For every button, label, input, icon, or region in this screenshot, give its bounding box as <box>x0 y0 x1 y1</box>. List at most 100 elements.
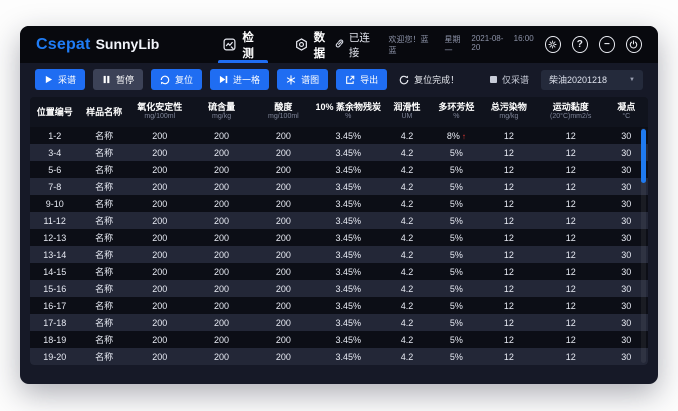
cell: 3.45% <box>314 318 382 328</box>
cell-value: 12 <box>565 130 576 141</box>
power-button[interactable] <box>625 36 642 53</box>
tab-data[interactable]: 数据 <box>295 26 334 63</box>
minimize-button[interactable]: − <box>598 36 615 53</box>
cell: 名称 <box>79 299 128 312</box>
cell: 200 <box>191 199 253 209</box>
cell-value: 200 <box>275 351 291 362</box>
logo-primary: Csepat <box>36 35 91 53</box>
cell-value: 3.45% <box>335 198 362 209</box>
table-row[interactable]: 17-18 名称 200 200 200 3.45% 4.2 5% 12 12 30 <box>30 314 648 331</box>
table-row[interactable]: 18-19 名称 200 200 200 3.45% 4.2 5% 12 12 30 <box>30 331 648 348</box>
cell: 4.2 <box>382 267 431 277</box>
dropdown-value: 柴油20201218 <box>549 75 608 85</box>
cell: 200 <box>191 318 253 328</box>
cell: 12 <box>537 250 605 260</box>
method-dropdown[interactable]: 柴油20201218 ▼ <box>541 69 643 90</box>
cell-value: 200 <box>214 351 230 362</box>
only-collect-checkbox[interactable]: 仅采谱 <box>489 73 529 86</box>
minimize-icon: − <box>603 38 610 50</box>
column-label: 10% 蒸余物残炭 <box>315 102 381 113</box>
cell: 12 <box>537 148 605 158</box>
column-label: 运动黏度 <box>552 102 589 113</box>
cell-value: 200 <box>275 266 291 277</box>
cell: 200 <box>252 148 314 158</box>
column-header: 硫含量 mg/kg <box>191 102 253 121</box>
cell-value: 3.45% <box>335 147 362 158</box>
table-row[interactable]: 13-14 名称 200 200 200 3.45% 4.2 5% 12 12 30 <box>30 246 648 263</box>
tab-detection[interactable]: 检测 <box>218 26 268 63</box>
table-row[interactable]: 14-15 名称 200 200 200 3.45% 4.2 5% 12 12 30 <box>30 263 648 280</box>
table-row[interactable]: 7-8 名称 200 200 200 3.45% 4.2 5% 12 12 30 <box>30 178 648 195</box>
cell: 12 <box>537 182 605 192</box>
table-scrollbar-thumb[interactable] <box>641 129 646 183</box>
cell: 3.45% <box>314 182 382 192</box>
table-scrollbar-track[interactable] <box>641 128 646 363</box>
column-label: 总污染物 <box>490 102 527 113</box>
cell-value: 30 <box>621 181 632 192</box>
table-row[interactable]: 16-17 名称 200 200 200 3.45% 4.2 5% 12 12 30 <box>30 297 648 314</box>
collect-spectrum-button[interactable]: 采谱 <box>35 69 86 90</box>
cell: 5% <box>432 335 481 345</box>
cell-value: 3.45% <box>335 249 362 260</box>
pause-button[interactable]: 暂停 <box>93 69 144 90</box>
cell: 4.2 <box>382 318 431 328</box>
cell-value: 3.45% <box>335 181 362 192</box>
cell-value: 12 <box>503 198 514 209</box>
cell-position: 15-16 <box>43 283 67 294</box>
cell-value: 12 <box>503 164 514 175</box>
button-label: 暂停 <box>116 75 135 85</box>
data-icon <box>295 38 308 51</box>
cell: 200 <box>191 267 253 277</box>
cell: 12 <box>537 199 605 209</box>
table-row[interactable]: 5-6 名称 200 200 200 3.45% 4.2 5% 12 12 30 <box>30 161 648 178</box>
table-row[interactable]: 19-20 名称 200 200 200 3.45% 4.2 5% 12 12 30 <box>30 348 648 365</box>
cell: 名称 <box>79 197 128 210</box>
cell: 3.45% <box>314 301 382 311</box>
cell-value: 200 <box>214 232 230 243</box>
cell-value: 12 <box>503 300 514 311</box>
table-row[interactable]: 3-4 名称 200 200 200 3.45% 4.2 5% 12 12 30 <box>30 144 648 161</box>
cell-position: 5-6 <box>48 164 62 175</box>
column-header: 总污染物 mg/kg <box>481 102 537 121</box>
table-row[interactable]: 12-13 名称 200 200 200 3.45% 4.2 5% 12 12 30 <box>30 229 648 246</box>
cell-value: 3.45% <box>335 232 362 243</box>
cell-value: 200 <box>152 130 168 141</box>
button-label: 谱图 <box>301 75 320 85</box>
cell: 30 <box>605 318 648 328</box>
time: 16:00 <box>513 33 534 43</box>
titlebar: Csepat SunnyLib 检测 数据 <box>20 26 658 63</box>
cell-value: 12 <box>503 317 514 328</box>
cell-value: 200 <box>275 300 291 311</box>
reset-button[interactable]: 复位 <box>151 69 203 90</box>
step-forward-button[interactable]: 进一格 <box>210 69 270 90</box>
table-row[interactable]: 1-2 名称 200 200 200 3.45% 4.2 8% ↑ 12 12 30 <box>30 127 648 144</box>
cell-value: 30 <box>621 198 632 209</box>
table-row[interactable]: 11-12 名称 200 200 200 3.45% 4.2 5% 12 12 30 <box>30 212 648 229</box>
table-row[interactable]: 15-16 名称 200 200 200 3.45% 4.2 5% 12 12 30 <box>30 280 648 297</box>
cell: 5% <box>432 352 481 362</box>
column-label: 润滑性 <box>393 102 421 113</box>
cell: 8% ↑ <box>432 131 481 141</box>
column-unit: % <box>345 113 352 121</box>
greeting-text: 欢迎您！蓝蓝 <box>388 34 429 55</box>
cell: 200 <box>252 335 314 345</box>
cell-position: 3-4 <box>48 147 62 158</box>
help-button[interactable]: ? <box>571 36 588 53</box>
cell: 3.45% <box>314 233 382 243</box>
cell-value: 200 <box>275 164 291 175</box>
app-logo: Csepat SunnyLib <box>36 36 159 54</box>
export-button[interactable]: 导出 <box>336 69 388 90</box>
cell-value: 200 <box>275 283 291 294</box>
cell: 4.2 <box>382 199 431 209</box>
cell-value: 4.2 <box>400 232 414 243</box>
cell: 3.45% <box>314 148 382 158</box>
cell: 12 <box>537 352 605 362</box>
cell-value: 200 <box>214 300 230 311</box>
spectrum-view-button[interactable]: 谱图 <box>277 69 329 90</box>
column-label: 凝点 <box>617 102 636 113</box>
cell-value: 200 <box>152 317 168 328</box>
settings-button[interactable] <box>544 36 561 53</box>
titlebar-right: 已连接 欢迎您！蓝蓝 星期一 2021-08-20 16:00 ? − <box>334 30 642 60</box>
cell-value: 200 <box>152 232 168 243</box>
table-row[interactable]: 9-10 名称 200 200 200 3.45% 4.2 5% 12 12 30 <box>30 195 648 212</box>
